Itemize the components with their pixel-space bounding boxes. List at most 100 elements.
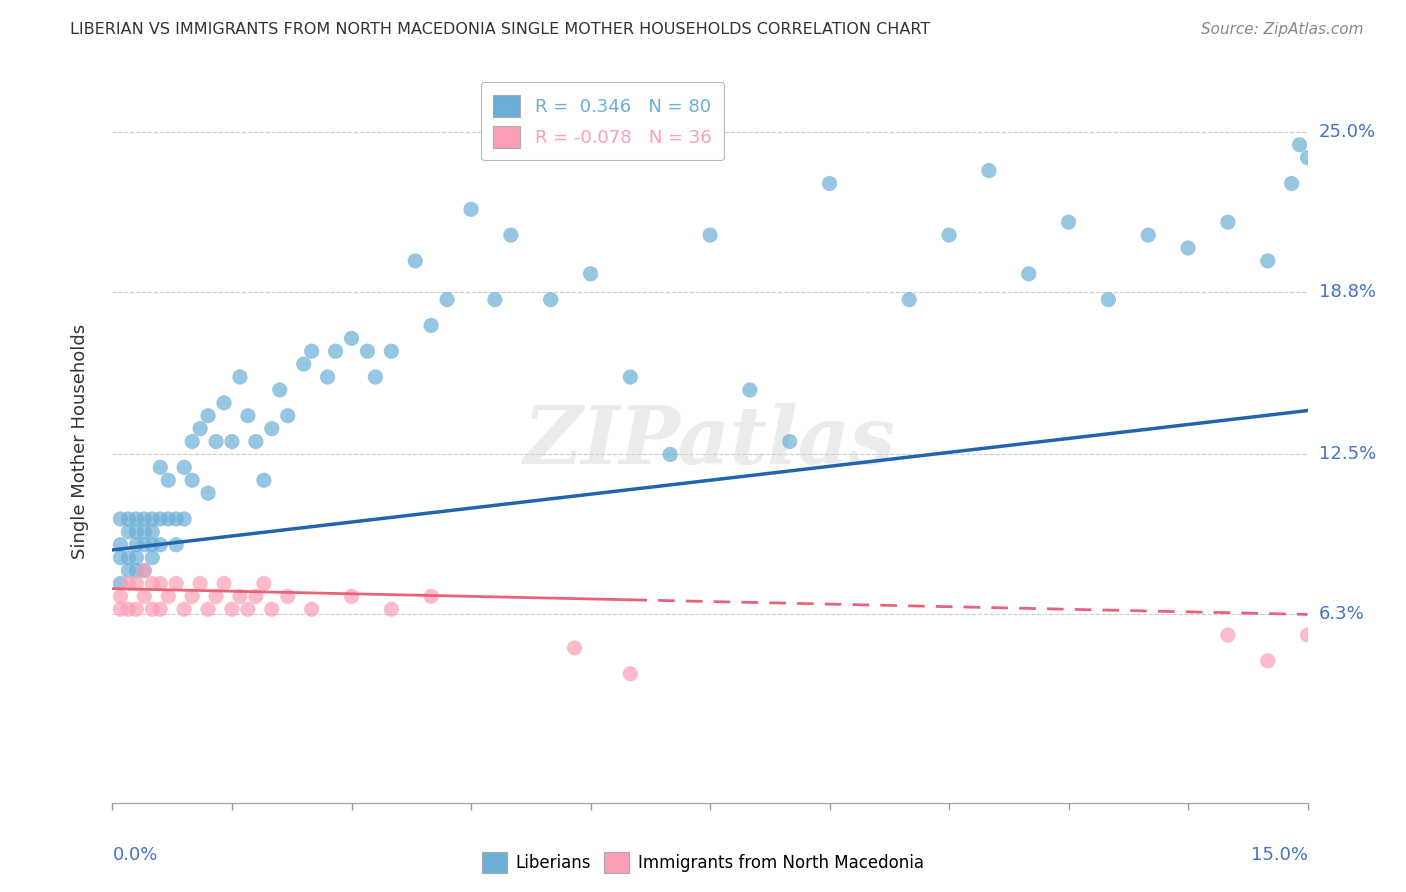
Point (236, 602, 259, 616)
Point (117, 512, 139, 526)
Point (292, 357, 315, 371)
Point (188, 422, 211, 436)
Point (1137, 228, 1160, 243)
Point (141, 602, 163, 616)
Point (316, 370, 339, 384)
Point (977, 163, 1000, 178)
Point (340, 590, 363, 604)
Point (619, 666, 641, 681)
Point (260, 602, 283, 616)
Point (125, 576, 148, 591)
Point (818, 177, 841, 191)
Point (110, 512, 132, 526)
Point (420, 590, 443, 604)
Point (149, 512, 172, 526)
Point (165, 512, 187, 526)
Point (898, 293, 921, 307)
Point (110, 590, 132, 604)
Point (253, 473, 276, 487)
Point (141, 550, 163, 565)
Point (212, 576, 235, 591)
Point (340, 331, 363, 345)
Point (149, 576, 172, 591)
Point (380, 602, 402, 616)
Point (117, 524, 139, 539)
Text: ZIPatlas: ZIPatlas (524, 403, 896, 480)
Point (173, 460, 195, 475)
Point (125, 550, 148, 565)
Point (540, 293, 562, 307)
Point (1097, 293, 1119, 307)
Text: 12.5%: 12.5% (1319, 445, 1376, 464)
Point (245, 434, 267, 449)
Point (157, 512, 180, 526)
Point (141, 576, 163, 591)
Point (938, 228, 960, 243)
Point (1296, 628, 1319, 642)
Text: Source: ZipAtlas.com: Source: ZipAtlas.com (1201, 22, 1364, 37)
Point (149, 602, 172, 616)
Point (1177, 241, 1199, 255)
Point (134, 512, 156, 526)
Point (117, 576, 139, 591)
Point (165, 538, 187, 552)
Point (579, 267, 602, 281)
Point (229, 590, 252, 604)
Point (484, 293, 506, 307)
Point (141, 524, 163, 539)
Point (117, 602, 139, 616)
Text: 6.3%: 6.3% (1319, 606, 1364, 624)
Point (165, 576, 187, 591)
Point (157, 473, 180, 487)
Point (1296, 151, 1319, 165)
Point (325, 344, 347, 359)
Point (212, 396, 235, 410)
Point (110, 550, 132, 565)
Point (134, 564, 156, 578)
Point (269, 383, 291, 397)
Point (236, 409, 259, 423)
Point (564, 640, 586, 655)
Point (197, 409, 219, 423)
Text: 25.0%: 25.0% (1319, 123, 1376, 141)
Point (181, 473, 204, 487)
Point (380, 344, 402, 359)
Point (205, 590, 228, 604)
Point (197, 602, 219, 616)
Point (221, 602, 243, 616)
Point (499, 228, 522, 243)
Point (134, 590, 156, 604)
Point (619, 370, 641, 384)
Point (245, 590, 267, 604)
Point (699, 228, 721, 243)
Point (125, 538, 148, 552)
Point (117, 564, 139, 578)
Point (134, 564, 156, 578)
Point (364, 370, 387, 384)
Point (134, 538, 156, 552)
Point (1216, 628, 1239, 642)
Point (1057, 215, 1080, 229)
Point (125, 512, 148, 526)
Legend: R =  0.346   N = 80, R = -0.078   N = 36: R = 0.346 N = 80, R = -0.078 N = 36 (481, 82, 724, 161)
Point (125, 602, 148, 616)
Point (149, 538, 172, 552)
Point (181, 590, 204, 604)
Point (738, 383, 761, 397)
Point (253, 576, 276, 591)
Point (1216, 215, 1239, 229)
Point (157, 590, 180, 604)
Point (181, 434, 204, 449)
Point (436, 293, 458, 307)
Point (460, 202, 482, 217)
Point (277, 590, 299, 604)
Point (125, 564, 148, 578)
Point (141, 538, 163, 552)
Point (1257, 654, 1279, 668)
Point (141, 512, 163, 526)
Y-axis label: Single Mother Households: Single Mother Households (70, 324, 89, 559)
Point (134, 524, 156, 539)
Point (260, 422, 283, 436)
Point (110, 576, 132, 591)
Text: 18.8%: 18.8% (1319, 283, 1375, 301)
